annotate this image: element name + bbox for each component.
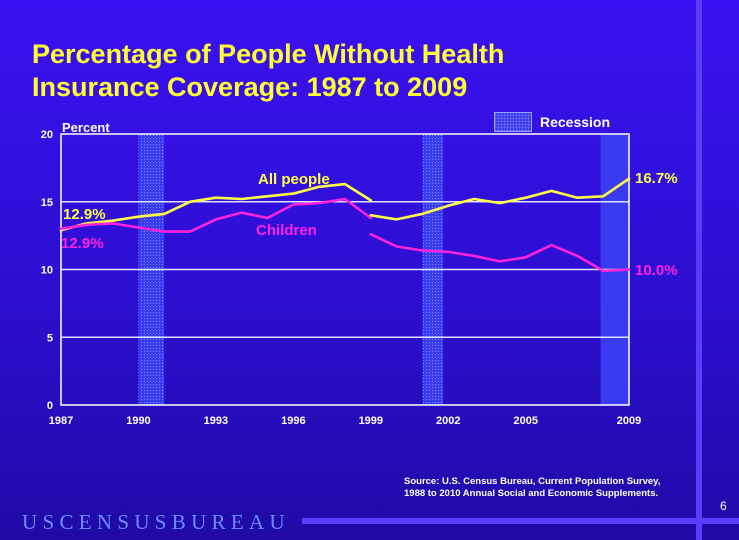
- children-start-label: 12.9%: [61, 235, 104, 252]
- x-tick-label: 2009: [617, 415, 641, 427]
- series-line-all-people: [369, 177, 631, 221]
- page-number: 6: [720, 499, 727, 513]
- all-people-start-label: 12.9%: [63, 206, 106, 223]
- slide-title: Percentage of People Without Health Insu…: [32, 38, 632, 104]
- x-tick-label: 2005: [513, 415, 537, 427]
- all-people-end-label: 16.7%: [635, 170, 678, 187]
- series-line-all-people: [59, 182, 373, 232]
- slide-title-line-1: Percentage of People Without Health: [32, 39, 505, 69]
- source-note-line-1: Source: U.S. Census Bureau, Current Popu…: [404, 476, 661, 487]
- x-tick-label: 1993: [204, 415, 228, 427]
- y-tick-label: 0: [47, 400, 53, 412]
- decorative-right-bar: [696, 0, 702, 540]
- x-tick-label: 1990: [126, 415, 150, 427]
- recession-legend: Recession: [494, 112, 610, 132]
- series-line-children: [59, 197, 373, 233]
- y-tick-label: 5: [47, 332, 53, 344]
- source-note: Source: U.S. Census Bureau, Current Popu…: [404, 476, 704, 500]
- series-line-children: [369, 233, 631, 273]
- source-note-line-2: 1988 to 2010 Annual Social and Economic …: [404, 488, 659, 499]
- y-tick-label: 20: [41, 129, 53, 141]
- x-tick-label: 1987: [49, 415, 73, 427]
- children-end-label: 10.0%: [635, 262, 678, 279]
- y-axis-label: Percent: [62, 120, 110, 135]
- series-label-all-people: All people: [258, 171, 330, 188]
- y-tick-label: 10: [41, 265, 53, 277]
- series-label-children: Children: [256, 222, 317, 239]
- recession-legend-label: Recession: [540, 114, 611, 130]
- census-bureau-wordmark: USCENSUSBUREAU: [22, 510, 290, 534]
- x-tick-label: 1996: [281, 415, 305, 427]
- x-tick-label: 1999: [359, 415, 383, 427]
- slide-title-line-2: Insurance Coverage: 1987 to 2009: [32, 72, 468, 102]
- y-tick-label: 15: [41, 197, 53, 209]
- x-tick-label: 2002: [436, 415, 460, 427]
- decorative-bottom-bar: [302, 518, 739, 524]
- recession-legend-swatch: [494, 112, 532, 132]
